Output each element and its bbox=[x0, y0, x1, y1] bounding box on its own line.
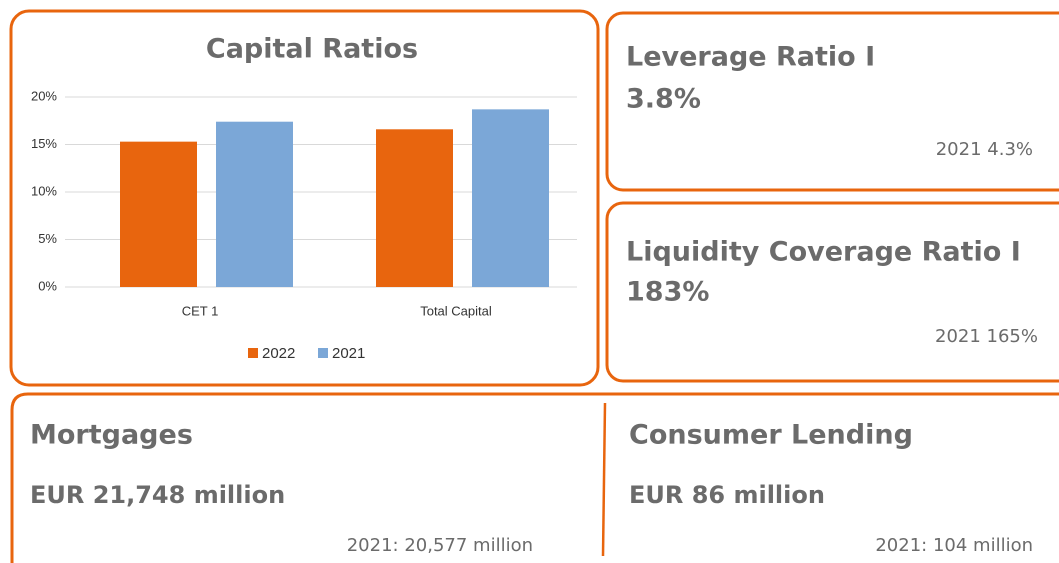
legend-label: 2021 bbox=[332, 345, 365, 362]
y-tick-label: 0% bbox=[38, 278, 57, 293]
x-tick-label: Total Capital bbox=[420, 303, 492, 318]
card-value: 183% bbox=[626, 277, 709, 308]
card-previous: 2021: 104 million bbox=[875, 535, 1033, 556]
card-value: 3.8% bbox=[626, 84, 701, 115]
x-tick-label: CET 1 bbox=[182, 303, 219, 318]
card-title: Liquidity Coverage Ratio I bbox=[626, 237, 1021, 268]
card-title: Leverage Ratio I bbox=[626, 42, 875, 73]
lending-card bbox=[10, 392, 1059, 563]
bar bbox=[216, 121, 293, 287]
y-tick-label: 5% bbox=[38, 231, 57, 246]
liquidity-card bbox=[605, 201, 1059, 383]
y-tick-label: 20% bbox=[31, 88, 57, 103]
bar bbox=[120, 141, 197, 287]
y-tick-label: 15% bbox=[31, 136, 57, 151]
legend-swatch bbox=[318, 348, 328, 358]
bar bbox=[376, 129, 453, 287]
card-value: EUR 86 million bbox=[629, 481, 825, 509]
card-previous: 2021 165% bbox=[935, 326, 1038, 347]
legend-label: 2022 bbox=[262, 345, 295, 362]
leverage-card bbox=[605, 11, 1059, 192]
chart-title: Capital Ratios bbox=[206, 34, 418, 65]
chart-card bbox=[9, 9, 600, 387]
divider bbox=[601, 402, 607, 557]
card-value: EUR 21,748 million bbox=[30, 481, 285, 509]
card-title: Mortgages bbox=[30, 420, 193, 451]
card-previous: 2021 4.3% bbox=[936, 139, 1033, 160]
card-previous: 2021: 20,577 million bbox=[347, 535, 533, 556]
legend-swatch bbox=[248, 348, 258, 358]
bar bbox=[472, 109, 549, 287]
card-title: Consumer Lending bbox=[629, 420, 913, 451]
y-tick-label: 10% bbox=[31, 183, 57, 198]
